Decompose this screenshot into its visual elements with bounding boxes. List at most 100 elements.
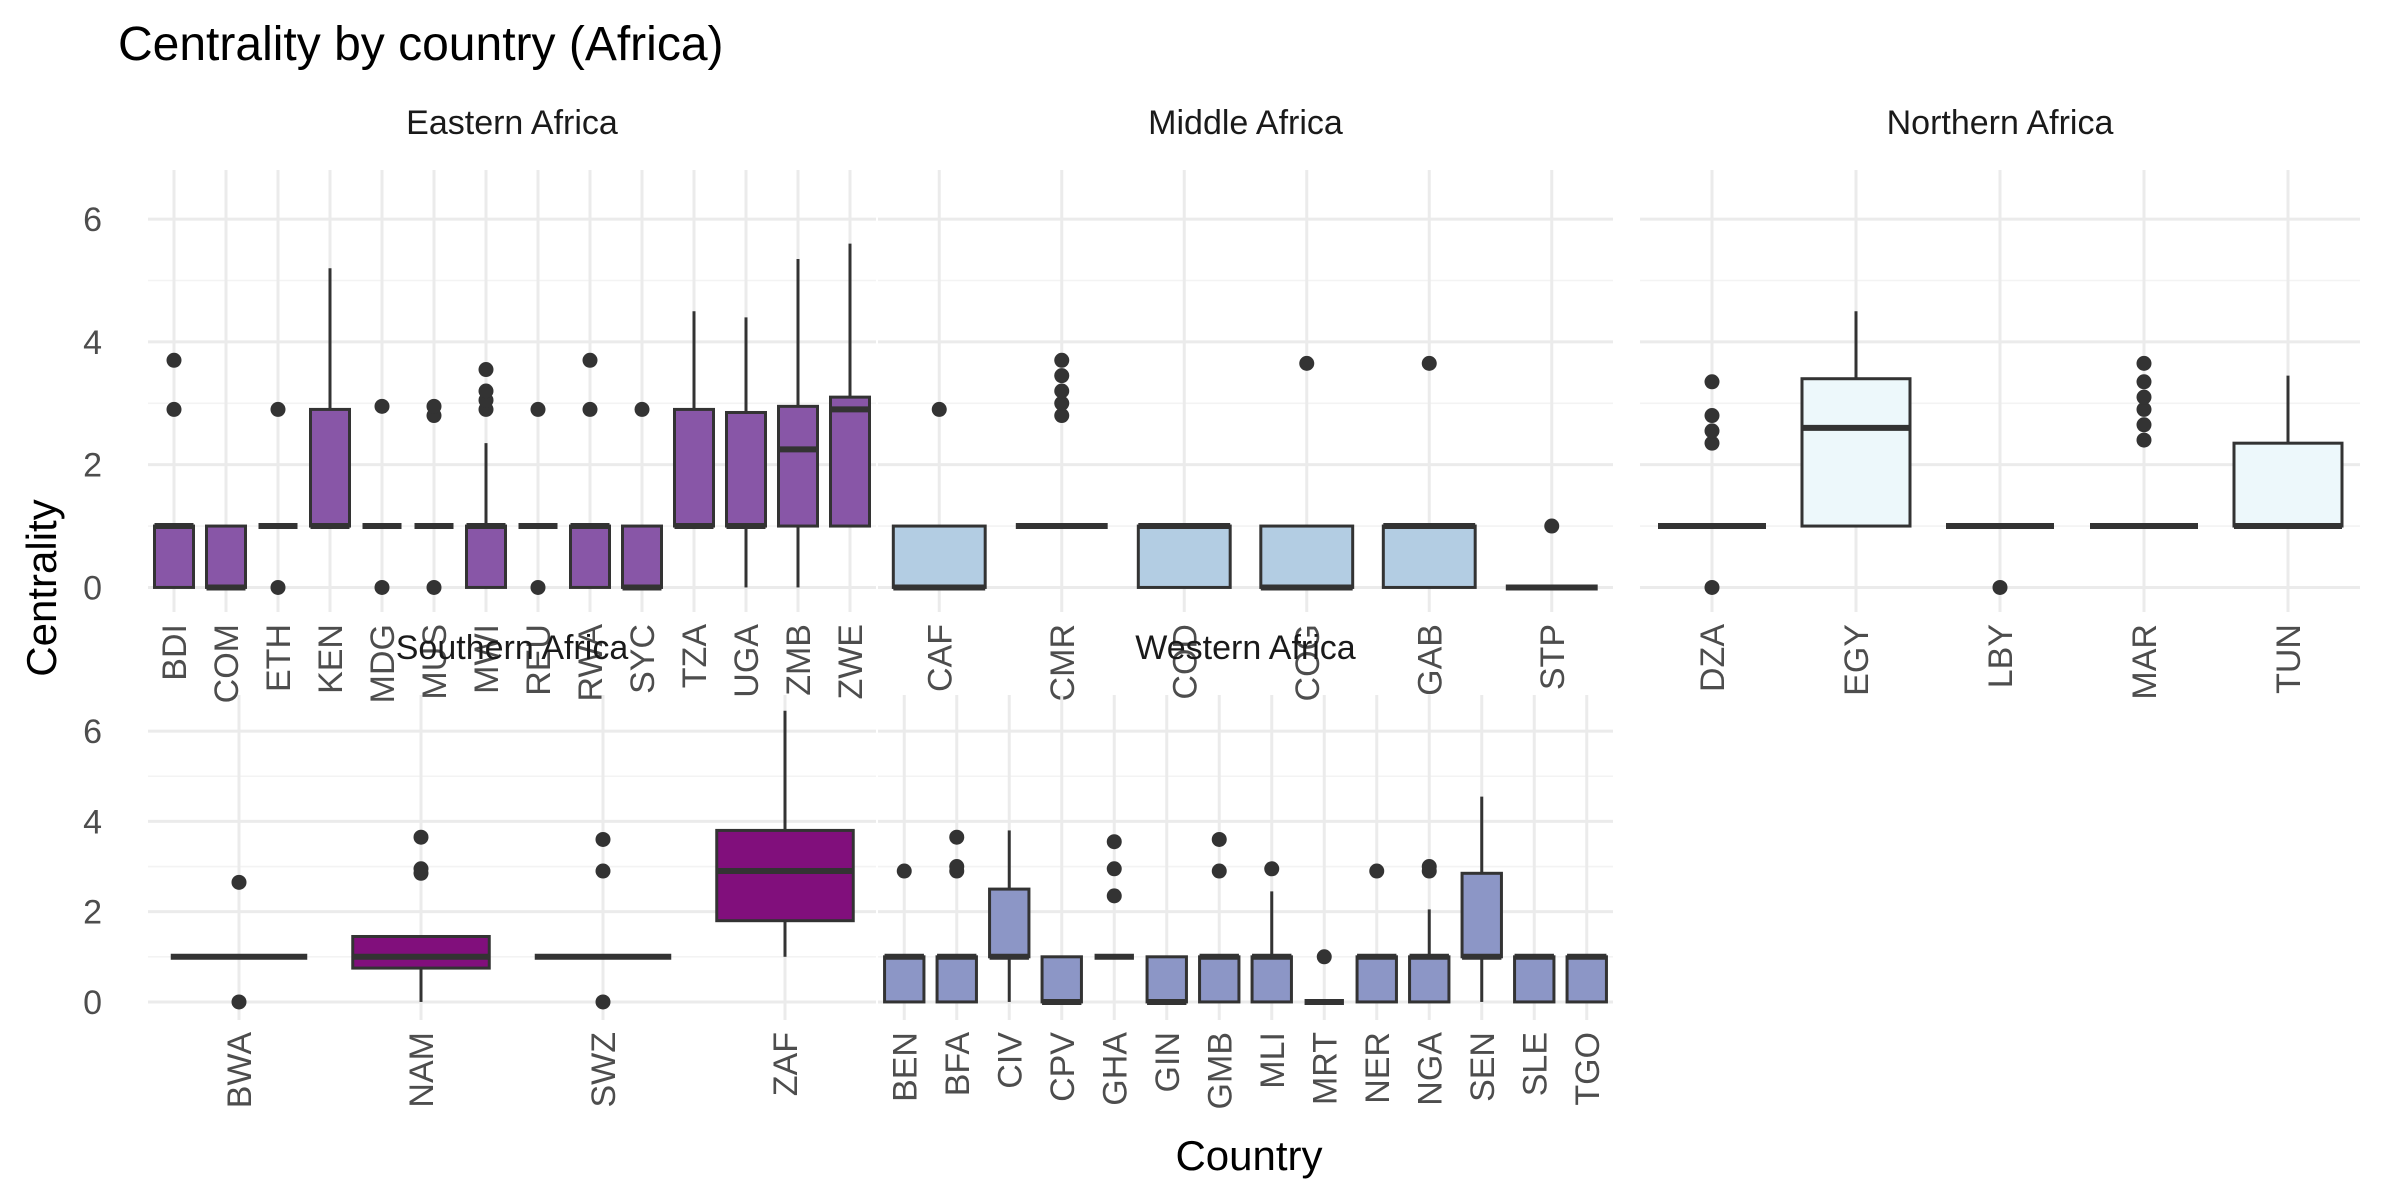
y-tick-label: 6	[83, 201, 102, 239]
outlier-point	[1704, 408, 1720, 424]
outlier-point	[413, 829, 429, 845]
outlier-point	[595, 994, 611, 1010]
outlier-point	[1211, 831, 1227, 847]
box-ben	[883, 863, 926, 1004]
outlier-point	[478, 362, 494, 378]
x-tick-label: TUN	[2270, 624, 2308, 694]
outlier-point	[582, 352, 598, 368]
box-dza	[1658, 374, 1766, 595]
facet-panel: Western Africa BEN BFA CIV CPV GHA GIN GMB MLI MR…	[878, 629, 1613, 1109]
x-tick-label: COG	[1289, 624, 1327, 701]
x-tick-label: ZMB	[780, 624, 818, 696]
box-reu	[518, 401, 558, 595]
box-tun	[2232, 375, 2344, 530]
outlier-point	[931, 401, 947, 417]
x-tick-label: MDG	[364, 624, 402, 703]
box-iqr	[1800, 377, 1912, 528]
box-mli	[1250, 861, 1293, 1004]
box-egy	[1800, 311, 1912, 528]
box-iqr	[351, 934, 491, 970]
box-civ	[988, 830, 1031, 1002]
box-iqr	[777, 404, 819, 528]
box-caf	[891, 401, 987, 591]
x-tick-label: TZA	[676, 624, 714, 689]
x-tick-label: SEN	[1464, 1032, 1502, 1102]
y-tick-label: 2	[83, 447, 102, 485]
y-tick-label: 0	[83, 569, 102, 607]
box-iqr	[309, 407, 351, 528]
outlier-point	[1054, 408, 1070, 424]
y-axis-title: Centrality	[18, 499, 65, 676]
box-mar	[2090, 355, 2198, 530]
box-iqr	[2232, 441, 2344, 528]
y-tick-label: 4	[83, 803, 102, 841]
x-tick-label: GMB	[1201, 1032, 1239, 1109]
x-tick-label: CMR	[1044, 624, 1082, 701]
box-iqr	[621, 524, 663, 589]
outlier-point	[1704, 423, 1720, 439]
box-iqr	[1259, 524, 1355, 589]
x-tick-label: MWI	[468, 624, 506, 694]
outlier-point	[1704, 579, 1720, 595]
outlier-point	[1106, 861, 1122, 877]
y-tick-label: 4	[83, 324, 102, 362]
outlier-point	[1054, 368, 1070, 384]
box-sen	[1460, 796, 1503, 1002]
x-tick-label: BDI	[156, 624, 194, 681]
outlier-point	[2136, 401, 2152, 417]
box-iqr	[1513, 955, 1556, 1004]
x-tick-label: COM	[208, 624, 246, 703]
outlier-point	[2136, 374, 2152, 390]
x-tick-label: NER	[1359, 1032, 1397, 1104]
outlier-point	[595, 863, 611, 879]
box-gha	[1094, 834, 1134, 960]
outlier-point	[530, 579, 546, 595]
x-tick-label: SWZ	[585, 1032, 623, 1108]
facet-panel: Middle Africa CAF CMR COD COG GAB STP	[878, 104, 1613, 701]
box-com	[205, 524, 247, 591]
box-zwe	[829, 243, 871, 528]
x-tick-label: CPV	[1044, 1032, 1082, 1102]
outlier-point	[478, 383, 494, 399]
box-uga	[725, 317, 767, 588]
x-tick-label: STP	[1534, 624, 1572, 690]
outlier-point	[1106, 834, 1122, 850]
x-tick-label: EGY	[1838, 624, 1876, 696]
box-eth	[258, 401, 298, 595]
outlier-point	[270, 401, 286, 417]
outlier-point	[896, 863, 912, 879]
outlier-point	[1421, 859, 1437, 875]
box-bwa	[170, 874, 308, 1010]
outlier-point	[1421, 355, 1437, 371]
outlier-point	[413, 861, 429, 877]
box-iqr	[829, 395, 871, 528]
box-iqr	[935, 955, 978, 1004]
box-nam	[351, 829, 491, 1002]
facet-strip-label: Southern Africa	[396, 629, 629, 667]
outlier-point	[270, 579, 286, 595]
outlier-point	[1211, 863, 1227, 879]
box-iqr	[1460, 871, 1503, 959]
x-tick-label: SYC	[624, 624, 662, 694]
x-tick-label: MLI	[1254, 1032, 1292, 1089]
outlier-point	[1264, 861, 1280, 877]
outlier-point	[1316, 949, 1332, 965]
box-zmb	[777, 259, 819, 588]
outlier-point	[595, 831, 611, 847]
outlier-point	[426, 579, 442, 595]
outlier-point	[2136, 417, 2152, 433]
x-axis-title: Country	[1175, 1132, 1322, 1179]
box-gin	[1145, 955, 1188, 1005]
outlier-point	[1544, 518, 1560, 534]
box-bfa	[935, 829, 978, 1004]
outlier-point	[1704, 374, 1720, 390]
outlier-point	[374, 579, 390, 595]
box-iqr	[1381, 524, 1477, 589]
x-tick-label: KEN	[312, 624, 350, 694]
box-gab	[1381, 355, 1477, 589]
box-mwi	[465, 362, 507, 589]
x-tick-label: MRT	[1306, 1032, 1344, 1105]
outlier-point	[1054, 352, 1070, 368]
box-bdi	[153, 352, 195, 589]
outlier-point	[949, 859, 965, 875]
